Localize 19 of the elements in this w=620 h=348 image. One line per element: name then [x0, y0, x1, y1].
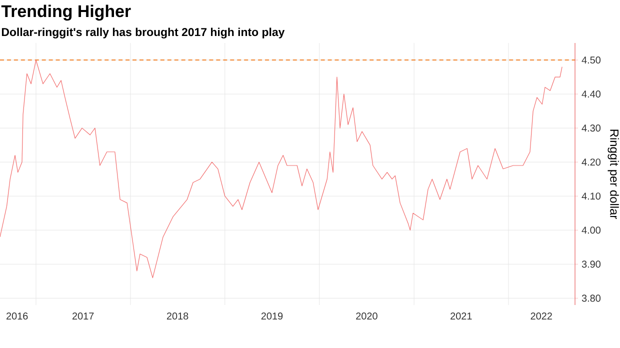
- y-tick-label: 4.10: [582, 192, 601, 200]
- x-tick-label: 2018: [166, 312, 188, 320]
- y-tick-label: 3.90: [582, 260, 601, 268]
- chart-title: Trending Higher: [1, 4, 131, 21]
- y-tick-label: 4.00: [582, 226, 601, 234]
- y-axis-title: Ringgit per dollar: [608, 130, 619, 219]
- x-tick-label: 2016: [6, 312, 28, 320]
- x-tick-label: 2022: [530, 312, 552, 320]
- y-tick-label: 4.30: [582, 124, 601, 132]
- x-tick-label: 2017: [72, 312, 94, 320]
- y-tick-label: 3.80: [582, 294, 601, 302]
- x-tick-label: 2021: [450, 312, 472, 320]
- line-series: [0, 60, 562, 278]
- y-tick-label: 4.20: [582, 158, 601, 166]
- y-tick-label: 4.50: [582, 56, 601, 64]
- y-tick-label: 4.40: [582, 90, 601, 98]
- x-tick-label: 2020: [356, 312, 378, 320]
- chart-subtitle: Dollar-ringgit's rally has brought 2017 high into play: [2, 28, 285, 38]
- x-tick-label: 2019: [261, 312, 283, 320]
